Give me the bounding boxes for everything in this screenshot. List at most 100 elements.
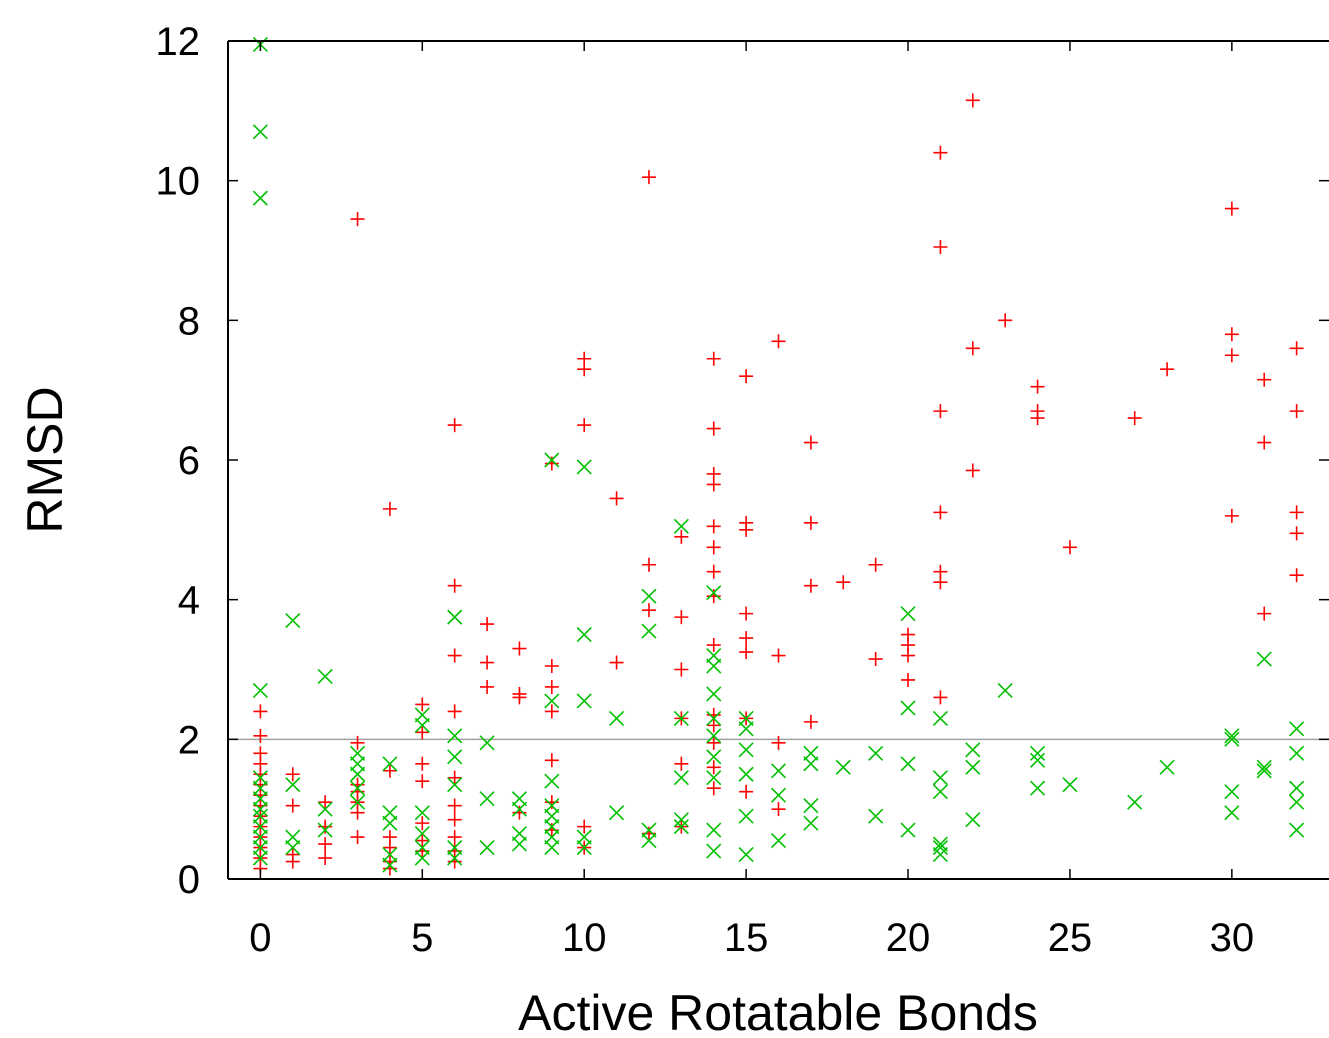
cross-point bbox=[707, 844, 721, 858]
cross-point bbox=[318, 669, 332, 683]
cross-point bbox=[804, 799, 818, 813]
cross-point bbox=[610, 711, 624, 725]
plus-point bbox=[998, 313, 1012, 327]
cross-point bbox=[998, 683, 1012, 697]
cross-point bbox=[739, 743, 753, 757]
cross-point bbox=[577, 628, 591, 642]
plus-point bbox=[707, 736, 721, 750]
cross-point bbox=[739, 767, 753, 781]
plus-point bbox=[415, 834, 429, 848]
plus-point bbox=[1257, 436, 1271, 450]
cross-point bbox=[966, 743, 980, 757]
cross-point bbox=[1290, 746, 1304, 760]
cross-point bbox=[933, 785, 947, 799]
cross-point bbox=[1128, 795, 1142, 809]
plus-point bbox=[545, 659, 559, 673]
cross-point bbox=[1160, 760, 1174, 774]
plus-point bbox=[318, 795, 332, 809]
plus-point bbox=[642, 827, 656, 841]
cross-point bbox=[1031, 753, 1045, 767]
plus-point bbox=[253, 729, 267, 743]
plus-point bbox=[707, 708, 721, 722]
plus-point bbox=[545, 680, 559, 694]
cross-point bbox=[1031, 781, 1045, 795]
plus-point bbox=[318, 820, 332, 834]
cross-point bbox=[512, 792, 526, 806]
cross-point bbox=[480, 792, 494, 806]
cross-point bbox=[448, 729, 462, 743]
y-tick-label: 8 bbox=[178, 299, 200, 343]
cross-point bbox=[1031, 746, 1045, 760]
plus-point bbox=[966, 93, 980, 107]
plus-point bbox=[545, 823, 559, 837]
cross-point bbox=[933, 711, 947, 725]
plus-point bbox=[480, 680, 494, 694]
plus-point bbox=[933, 565, 947, 579]
cross-point bbox=[1225, 729, 1239, 743]
plus-point bbox=[415, 757, 429, 771]
cross-point bbox=[1290, 722, 1304, 736]
plus-point bbox=[1225, 348, 1239, 362]
cross-point bbox=[869, 746, 883, 760]
cross-point bbox=[901, 757, 915, 771]
cross-point bbox=[933, 771, 947, 785]
plus-point bbox=[804, 715, 818, 729]
cross-point bbox=[448, 750, 462, 764]
plus-point bbox=[1290, 341, 1304, 355]
plus-point bbox=[674, 610, 688, 624]
plus-point bbox=[739, 631, 753, 645]
x-tick-label: 0 bbox=[249, 916, 271, 960]
plus-point bbox=[707, 352, 721, 366]
plus-point bbox=[545, 753, 559, 767]
x-tick-label: 30 bbox=[1210, 916, 1255, 960]
x-tick-label: 15 bbox=[724, 916, 769, 960]
plus-point bbox=[351, 830, 365, 844]
plus-point bbox=[772, 334, 786, 348]
plus-point bbox=[286, 848, 300, 862]
plus-point bbox=[836, 575, 850, 589]
plus-point bbox=[318, 851, 332, 865]
plus-point bbox=[545, 795, 559, 809]
plus-point bbox=[901, 628, 915, 642]
plus-point bbox=[707, 519, 721, 533]
plus-point bbox=[448, 704, 462, 718]
plus-point bbox=[966, 341, 980, 355]
x-tick-label: 20 bbox=[886, 916, 931, 960]
plus-point bbox=[804, 579, 818, 593]
y-tick-label: 10 bbox=[156, 160, 201, 204]
plus-point bbox=[642, 558, 656, 572]
plus-point bbox=[804, 436, 818, 450]
cross-point bbox=[772, 788, 786, 802]
y-tick-label: 0 bbox=[178, 858, 200, 902]
cross-point bbox=[577, 460, 591, 474]
plus-point bbox=[448, 813, 462, 827]
plus-point bbox=[707, 422, 721, 436]
cross-point bbox=[642, 624, 656, 638]
plus-point bbox=[1290, 568, 1304, 582]
plus-point bbox=[1160, 362, 1174, 376]
plus-point bbox=[1031, 404, 1045, 418]
cross-point bbox=[901, 701, 915, 715]
plus-point bbox=[933, 240, 947, 254]
cross-point bbox=[966, 813, 980, 827]
plus-point bbox=[383, 502, 397, 516]
plus-point bbox=[383, 855, 397, 869]
plus-point bbox=[1257, 607, 1271, 621]
plus-point bbox=[933, 690, 947, 704]
plus-point bbox=[739, 607, 753, 621]
y-tick-label: 2 bbox=[178, 718, 200, 762]
plus-point bbox=[1063, 540, 1077, 554]
series-1 bbox=[253, 93, 1303, 875]
cross-point bbox=[901, 607, 915, 621]
cross-point bbox=[286, 614, 300, 628]
cross-point bbox=[1225, 806, 1239, 820]
cross-point bbox=[1257, 652, 1271, 666]
plus-point bbox=[707, 565, 721, 579]
cross-point bbox=[286, 830, 300, 844]
plus-point bbox=[739, 645, 753, 659]
cross-point bbox=[1290, 823, 1304, 837]
cross-point bbox=[480, 736, 494, 750]
plus-point bbox=[1031, 380, 1045, 394]
plus-point bbox=[383, 830, 397, 844]
